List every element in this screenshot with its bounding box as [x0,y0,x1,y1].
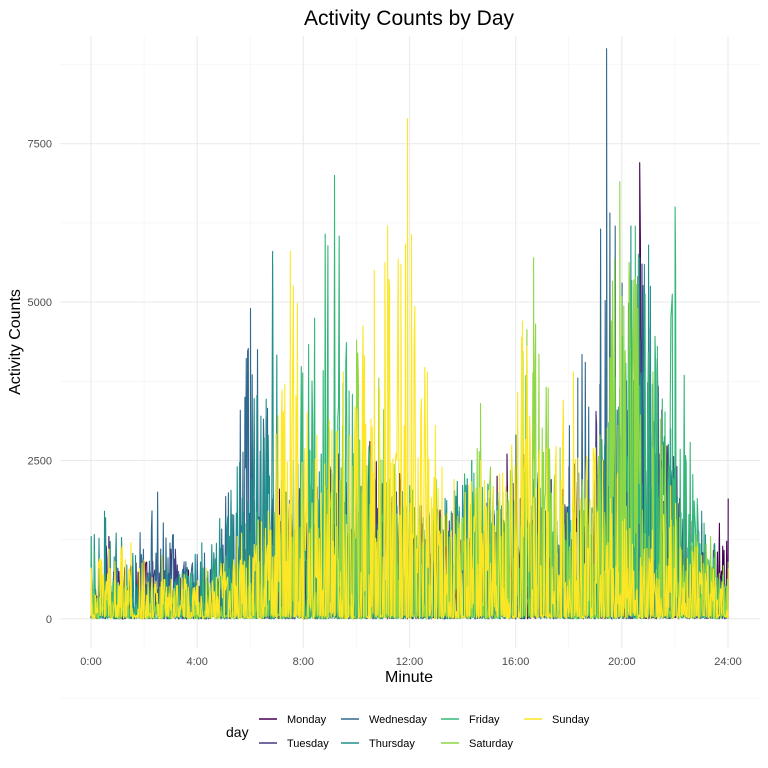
y-tick-label: 7500 [28,139,52,151]
y-tick-label: 5000 [28,297,52,309]
x-tick-label: 4:00 [186,656,207,668]
legend-label-thursday: Thursday [369,738,415,750]
series-line-sunday [90,117,729,620]
legend-title: day [226,724,249,740]
x-tick-label: 20:00 [608,656,636,668]
legend-label-tuesday: Tuesday [287,738,329,750]
legend: day Monday Tuesday Wednesday Thursday Friday… [226,714,590,750]
x-tick-label: 16:00 [502,656,530,668]
legend-label-friday: Friday [469,714,500,726]
y-axis-title: Activity Counts [7,289,24,395]
legend-label-saturday: Saturday [469,738,514,750]
x-tick-label: 8:00 [293,656,314,668]
y-tick-label: 0 [46,614,52,626]
legend-label-monday: Monday [287,714,327,726]
x-tick-label: 12:00 [396,656,424,668]
x-axis-title: Minute [385,669,433,686]
x-tick-label: 0:00 [80,656,101,668]
legend-label-sunday: Sunday [552,714,590,726]
chart-title: Activity Counts by Day [304,7,515,30]
y-tick-label: 2500 [28,455,52,467]
series-lines [90,48,729,620]
legend-label-wednesday: Wednesday [369,714,427,726]
y-axis-ticks: 0 2500 5000 7500 [28,139,52,626]
x-tick-label: 24:00 [714,656,742,668]
x-axis-ticks: 0:00 4:00 8:00 12:00 16:00 20:00 24:00 [80,656,741,668]
